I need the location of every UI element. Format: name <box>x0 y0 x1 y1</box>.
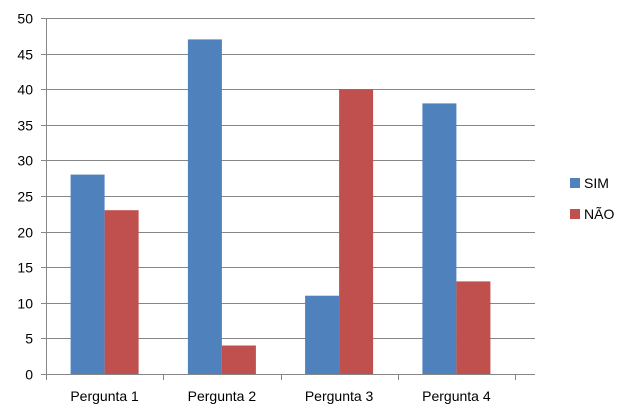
bar-não-3 <box>339 89 374 374</box>
bar-sim-2 <box>187 39 222 375</box>
y-axis: 0 5 10 15 20 25 30 35 40 45 50 <box>17 11 47 383</box>
y-tick-label-10: 10 <box>17 296 33 312</box>
x-tick-label-2: Pergunta 2 <box>188 388 257 404</box>
x-tick-label-1: Pergunta 1 <box>70 388 139 404</box>
legend-label-não: NÃO <box>584 206 614 222</box>
y-tick-label-40: 40 <box>17 82 33 98</box>
legend-swatch-não <box>570 209 580 219</box>
legend: SIM NÃO <box>570 175 614 222</box>
bars <box>70 39 491 375</box>
y-tick-label-25: 25 <box>17 189 33 205</box>
y-tick-label-35: 35 <box>17 118 33 134</box>
bar-não-4 <box>456 281 491 374</box>
legend-label-sim: SIM <box>584 175 609 191</box>
x-tick-label-3: Pergunta 3 <box>305 388 374 404</box>
bar-não-2 <box>221 345 256 374</box>
bar-sim-3 <box>305 295 340 374</box>
y-tick-label-15: 15 <box>17 260 33 276</box>
y-tick-label-45: 45 <box>17 47 33 63</box>
bar-sim-4 <box>422 103 457 375</box>
bar-sim-1 <box>70 174 105 374</box>
legend-swatch-sim <box>570 178 580 188</box>
y-tick-label-50: 50 <box>17 11 33 27</box>
x-tick-label-4: Pergunta 4 <box>422 388 491 404</box>
y-tick-label-30: 30 <box>17 153 33 169</box>
x-axis: Pergunta 1 Pergunta 2 Pergunta 3 Pergunta 4 <box>46 374 516 404</box>
bar-não-1 <box>104 210 139 374</box>
y-tick-label-5: 5 <box>25 331 33 347</box>
y-tick-label-20: 20 <box>17 225 33 241</box>
y-tick-label-0: 0 <box>25 367 33 383</box>
